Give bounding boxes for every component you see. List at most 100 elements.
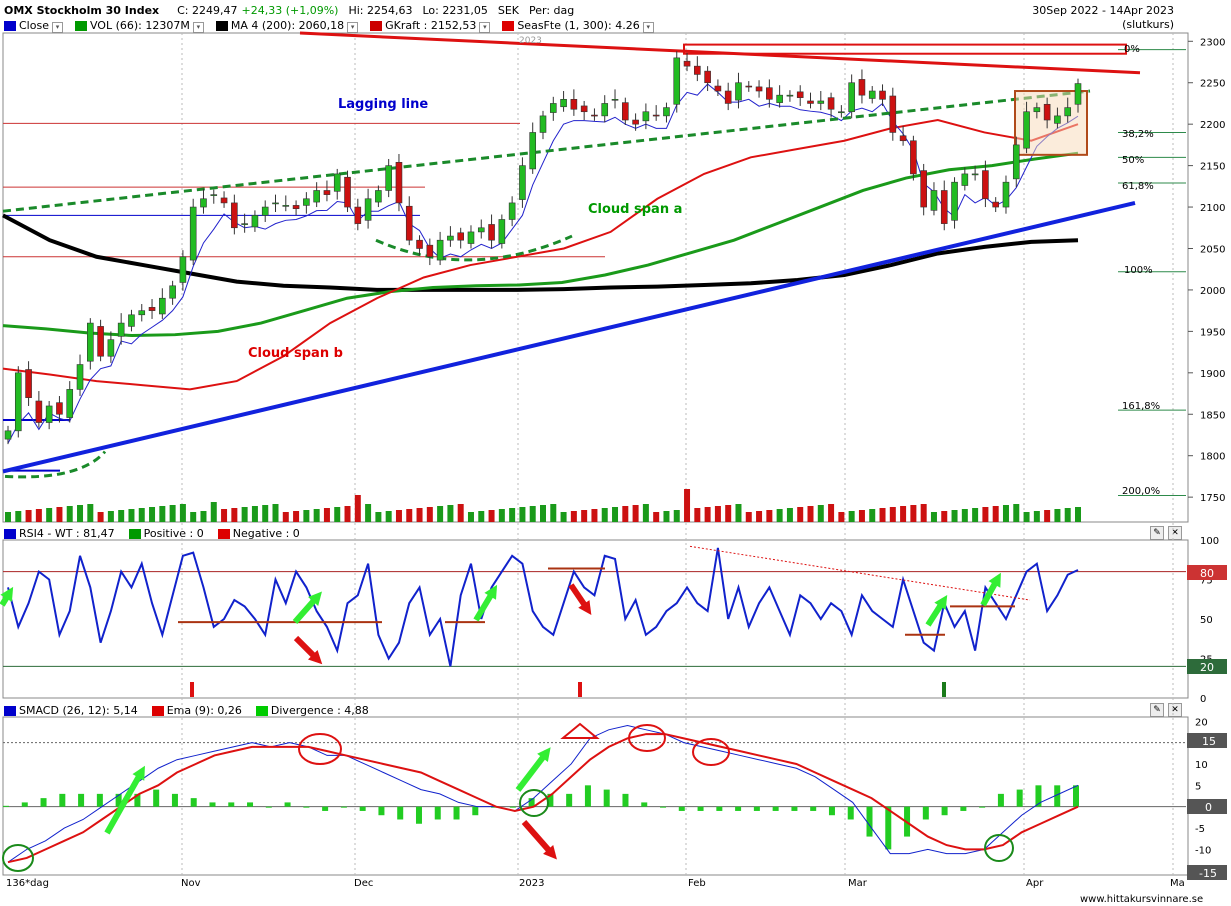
- legend-divergence[interactable]: Divergence : 4,88: [255, 704, 369, 717]
- candle-body: [87, 322, 94, 362]
- candle-body: [920, 170, 927, 208]
- seasfte-swatch: [502, 21, 515, 31]
- volume-bar: [550, 504, 557, 522]
- volume-bar: [1013, 504, 1020, 522]
- volume-bar: [488, 510, 495, 522]
- volume-bar: [807, 506, 814, 522]
- volume-bar: [612, 507, 619, 522]
- divergence-bar: [415, 806, 422, 824]
- volume-bar: [509, 508, 516, 522]
- fib-100: 100%: [1124, 265, 1153, 276]
- legend-ma[interactable]: MA 4 (200): 2060,18 ▾: [215, 19, 366, 33]
- volume-bar: [570, 511, 577, 522]
- candle-body: [982, 170, 989, 200]
- volume-bar: [107, 511, 114, 522]
- divergence-bar: [397, 806, 404, 820]
- candle-body: [766, 87, 773, 100]
- volume-bar: [622, 506, 629, 522]
- legend-seasfte[interactable]: SeasFte (1, 300): 4.26 ▾: [502, 19, 661, 33]
- volume-bar: [529, 506, 536, 522]
- macd-0-tag: 0: [1205, 801, 1212, 814]
- volume-bar: [241, 507, 248, 522]
- candle-body: [601, 103, 609, 117]
- volume-bar: [1033, 511, 1040, 522]
- signal-arrowhead: [308, 650, 323, 665]
- divergence-bar: [922, 806, 929, 820]
- macd-tick-label: -15: [1195, 867, 1211, 878]
- volume-bar: [1002, 505, 1009, 522]
- candle-body: [148, 307, 156, 311]
- smacd-swatch: [4, 705, 16, 716]
- candle-body: [138, 310, 146, 316]
- macd-legend: SMACD (26, 12): 5,14 Ema (9): 0,26 Diver…: [4, 703, 369, 717]
- seasfte-dropdown-icon[interactable]: ▾: [642, 22, 654, 33]
- divergence-bar: [434, 806, 441, 820]
- candle-body: [992, 201, 999, 208]
- volume-bar: [540, 505, 546, 522]
- signal-circle: [519, 789, 549, 817]
- legend-ema[interactable]: Ema (9): 0,26: [151, 704, 252, 717]
- volume-bar: [972, 508, 979, 522]
- legend-vol[interactable]: VOL (66): 12307M ▾: [74, 19, 212, 33]
- divergence-bar: [509, 806, 516, 808]
- candle-body: [292, 205, 300, 210]
- divergence-bar: [472, 806, 479, 816]
- macd-15-tag: 15: [1202, 735, 1216, 748]
- divergence-bar: [904, 806, 911, 837]
- macd-wrench-icon[interactable]: ✎: [1150, 703, 1164, 717]
- volume-bar: [653, 512, 660, 522]
- ma200-line: [2, 213, 1079, 292]
- candle-body: [807, 100, 814, 104]
- divergence-bar: [453, 806, 460, 820]
- rsi-close-icon[interactable]: ✕: [1168, 526, 1182, 540]
- divergence-bar: [810, 806, 817, 811]
- signal-circle: [298, 733, 342, 765]
- volume-bar: [406, 509, 413, 522]
- candle-body: [971, 173, 979, 176]
- volume-bar: [46, 508, 53, 522]
- volume-bar: [251, 506, 258, 522]
- candle-body: [231, 202, 238, 229]
- volume-bar: [519, 507, 526, 522]
- volume-bar: [179, 504, 186, 522]
- volume-bar: [375, 512, 382, 522]
- candle-body: [220, 197, 228, 204]
- legend-negative[interactable]: Negative : 0: [217, 527, 300, 540]
- volume-bar: [817, 505, 824, 522]
- lagging-channel-line: [2, 89, 1091, 213]
- volume-bar: [1044, 510, 1051, 522]
- legend-close[interactable]: Close ▾: [4, 19, 71, 33]
- divergence-bar: [772, 806, 779, 811]
- candle-body: [467, 231, 475, 244]
- volume-bar: [920, 504, 927, 522]
- rsi-wrench-icon[interactable]: ✎: [1150, 526, 1164, 540]
- volume-bar: [930, 512, 937, 522]
- vol-dropdown-icon[interactable]: ▾: [192, 22, 204, 33]
- candle-body: [591, 114, 598, 117]
- legend-smacd[interactable]: SMACD (26, 12): 5,14: [4, 704, 148, 717]
- volume-bar: [128, 509, 135, 522]
- volume-bar: [169, 505, 176, 522]
- candle-body: [35, 400, 43, 423]
- gkraft-dropdown-icon[interactable]: ▾: [479, 22, 491, 33]
- divergence-bar: [641, 802, 648, 807]
- index-title: OMX Stockholm 30 Index: [4, 3, 160, 17]
- candle-body: [1064, 107, 1072, 117]
- legend-gkraft[interactable]: GKraft : 2152,53 ▾: [370, 19, 498, 33]
- legend-rsi[interactable]: RSI4 - WT : 81,47: [4, 527, 125, 540]
- volume-bar: [642, 504, 649, 522]
- cloud-span-b-label: Cloud span b: [248, 346, 343, 361]
- candle-body: [241, 223, 248, 225]
- divergence-bar: [265, 806, 272, 808]
- divergence-bar: [3, 805, 9, 807]
- macd-tick-label: 15: [1195, 739, 1208, 750]
- macd-m15-tag-bg: [1187, 865, 1227, 880]
- volume-bar: [951, 510, 958, 522]
- price-tick-label: 1800: [1200, 452, 1225, 463]
- ma-dropdown-icon[interactable]: ▾: [347, 22, 359, 33]
- legend-positive[interactable]: Positive : 0: [128, 527, 214, 540]
- macd-close-icon[interactable]: ✕: [1168, 703, 1182, 717]
- close-dropdown-icon[interactable]: ▾: [51, 22, 63, 33]
- rsi-20-tag: 20: [1200, 661, 1214, 674]
